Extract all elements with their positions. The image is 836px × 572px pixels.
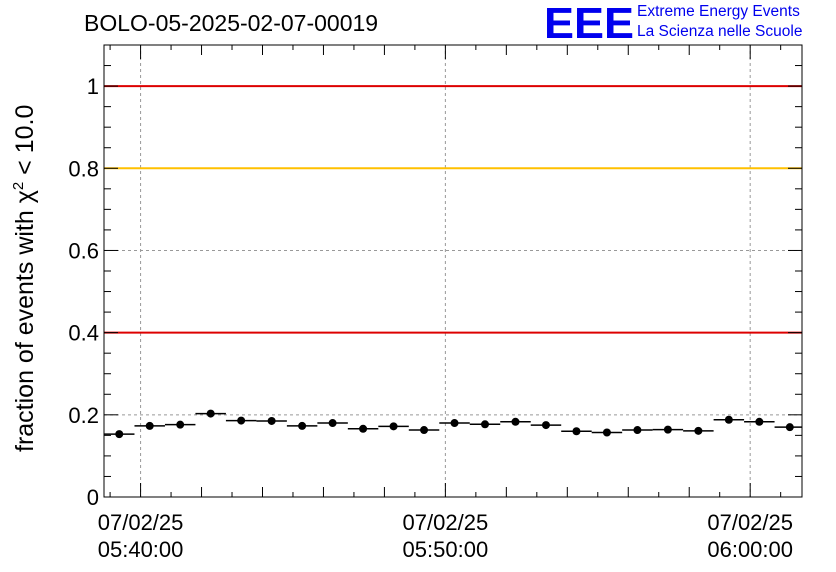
data-point: [785, 423, 794, 432]
data-point: [450, 419, 459, 428]
data-point: [663, 425, 672, 434]
data-point: [694, 426, 703, 435]
data-point: [572, 427, 581, 436]
chart-title: BOLO-05-2025-02-07-00019: [84, 10, 379, 36]
data-point: [145, 421, 154, 430]
data-point: [511, 417, 520, 426]
data-point: [420, 426, 429, 435]
axis-ticks: [104, 44, 802, 498]
x-tick-label-date: 07/02/25: [707, 510, 793, 535]
y-tick-labels: 0 0.2 0.4 0.6 0.8 1: [68, 74, 99, 510]
data-point: [298, 421, 307, 430]
y-tick-label: 0: [87, 485, 99, 510]
data-point: [328, 419, 337, 428]
y-tick-label: 0.8: [68, 156, 99, 181]
logo-line-1: Extreme Energy Events: [637, 3, 800, 20]
y-tick-label: 0.2: [68, 403, 99, 428]
y-tick-label: 1: [87, 74, 99, 99]
threshold-lines: [104, 85, 802, 334]
data-point: [602, 428, 611, 437]
data-point: [633, 426, 642, 435]
x-tick-label-time: 05:40:00: [98, 537, 184, 562]
data-point: [724, 415, 733, 424]
data-point: [755, 417, 764, 426]
eee-logo-text: EEE: [544, 2, 634, 42]
y-axis-label-tail: < 10.0: [11, 105, 39, 182]
x-tick-label-time: 06:00:00: [707, 537, 793, 562]
data-point: [267, 416, 276, 425]
y-axis-label: fraction of events with χ2 < 10.0: [10, 105, 39, 452]
data-point: [206, 409, 215, 418]
data-point: [541, 421, 550, 430]
y-tick-label: 0.4: [68, 321, 99, 346]
x-tick-label-date: 07/02/25: [98, 510, 184, 535]
data-point: [237, 416, 246, 425]
y-axis-label-main: fraction of events with χ: [11, 190, 39, 452]
data-point: [389, 422, 398, 431]
data-point: [481, 420, 490, 429]
data-point: [359, 424, 368, 433]
x-tick-label-date: 07/02/25: [403, 510, 489, 535]
data-point: [115, 430, 124, 439]
eee-logo: EEE: [544, 2, 634, 42]
x-tick-labels: 07/02/2505:40:0007/02/2505:50:0007/02/25…: [98, 510, 793, 562]
y-tick-label: 0.6: [68, 238, 99, 263]
x-tick-label-time: 05:50:00: [403, 537, 489, 562]
y-axis-label-sup: 2: [10, 182, 27, 190]
logo-caption: Extreme Energy Events La Scienza nelle S…: [637, 2, 802, 42]
data-point: [176, 420, 185, 429]
data-points: [104, 409, 802, 439]
logo-line-2: La Scienza nelle Scuole: [637, 23, 803, 40]
